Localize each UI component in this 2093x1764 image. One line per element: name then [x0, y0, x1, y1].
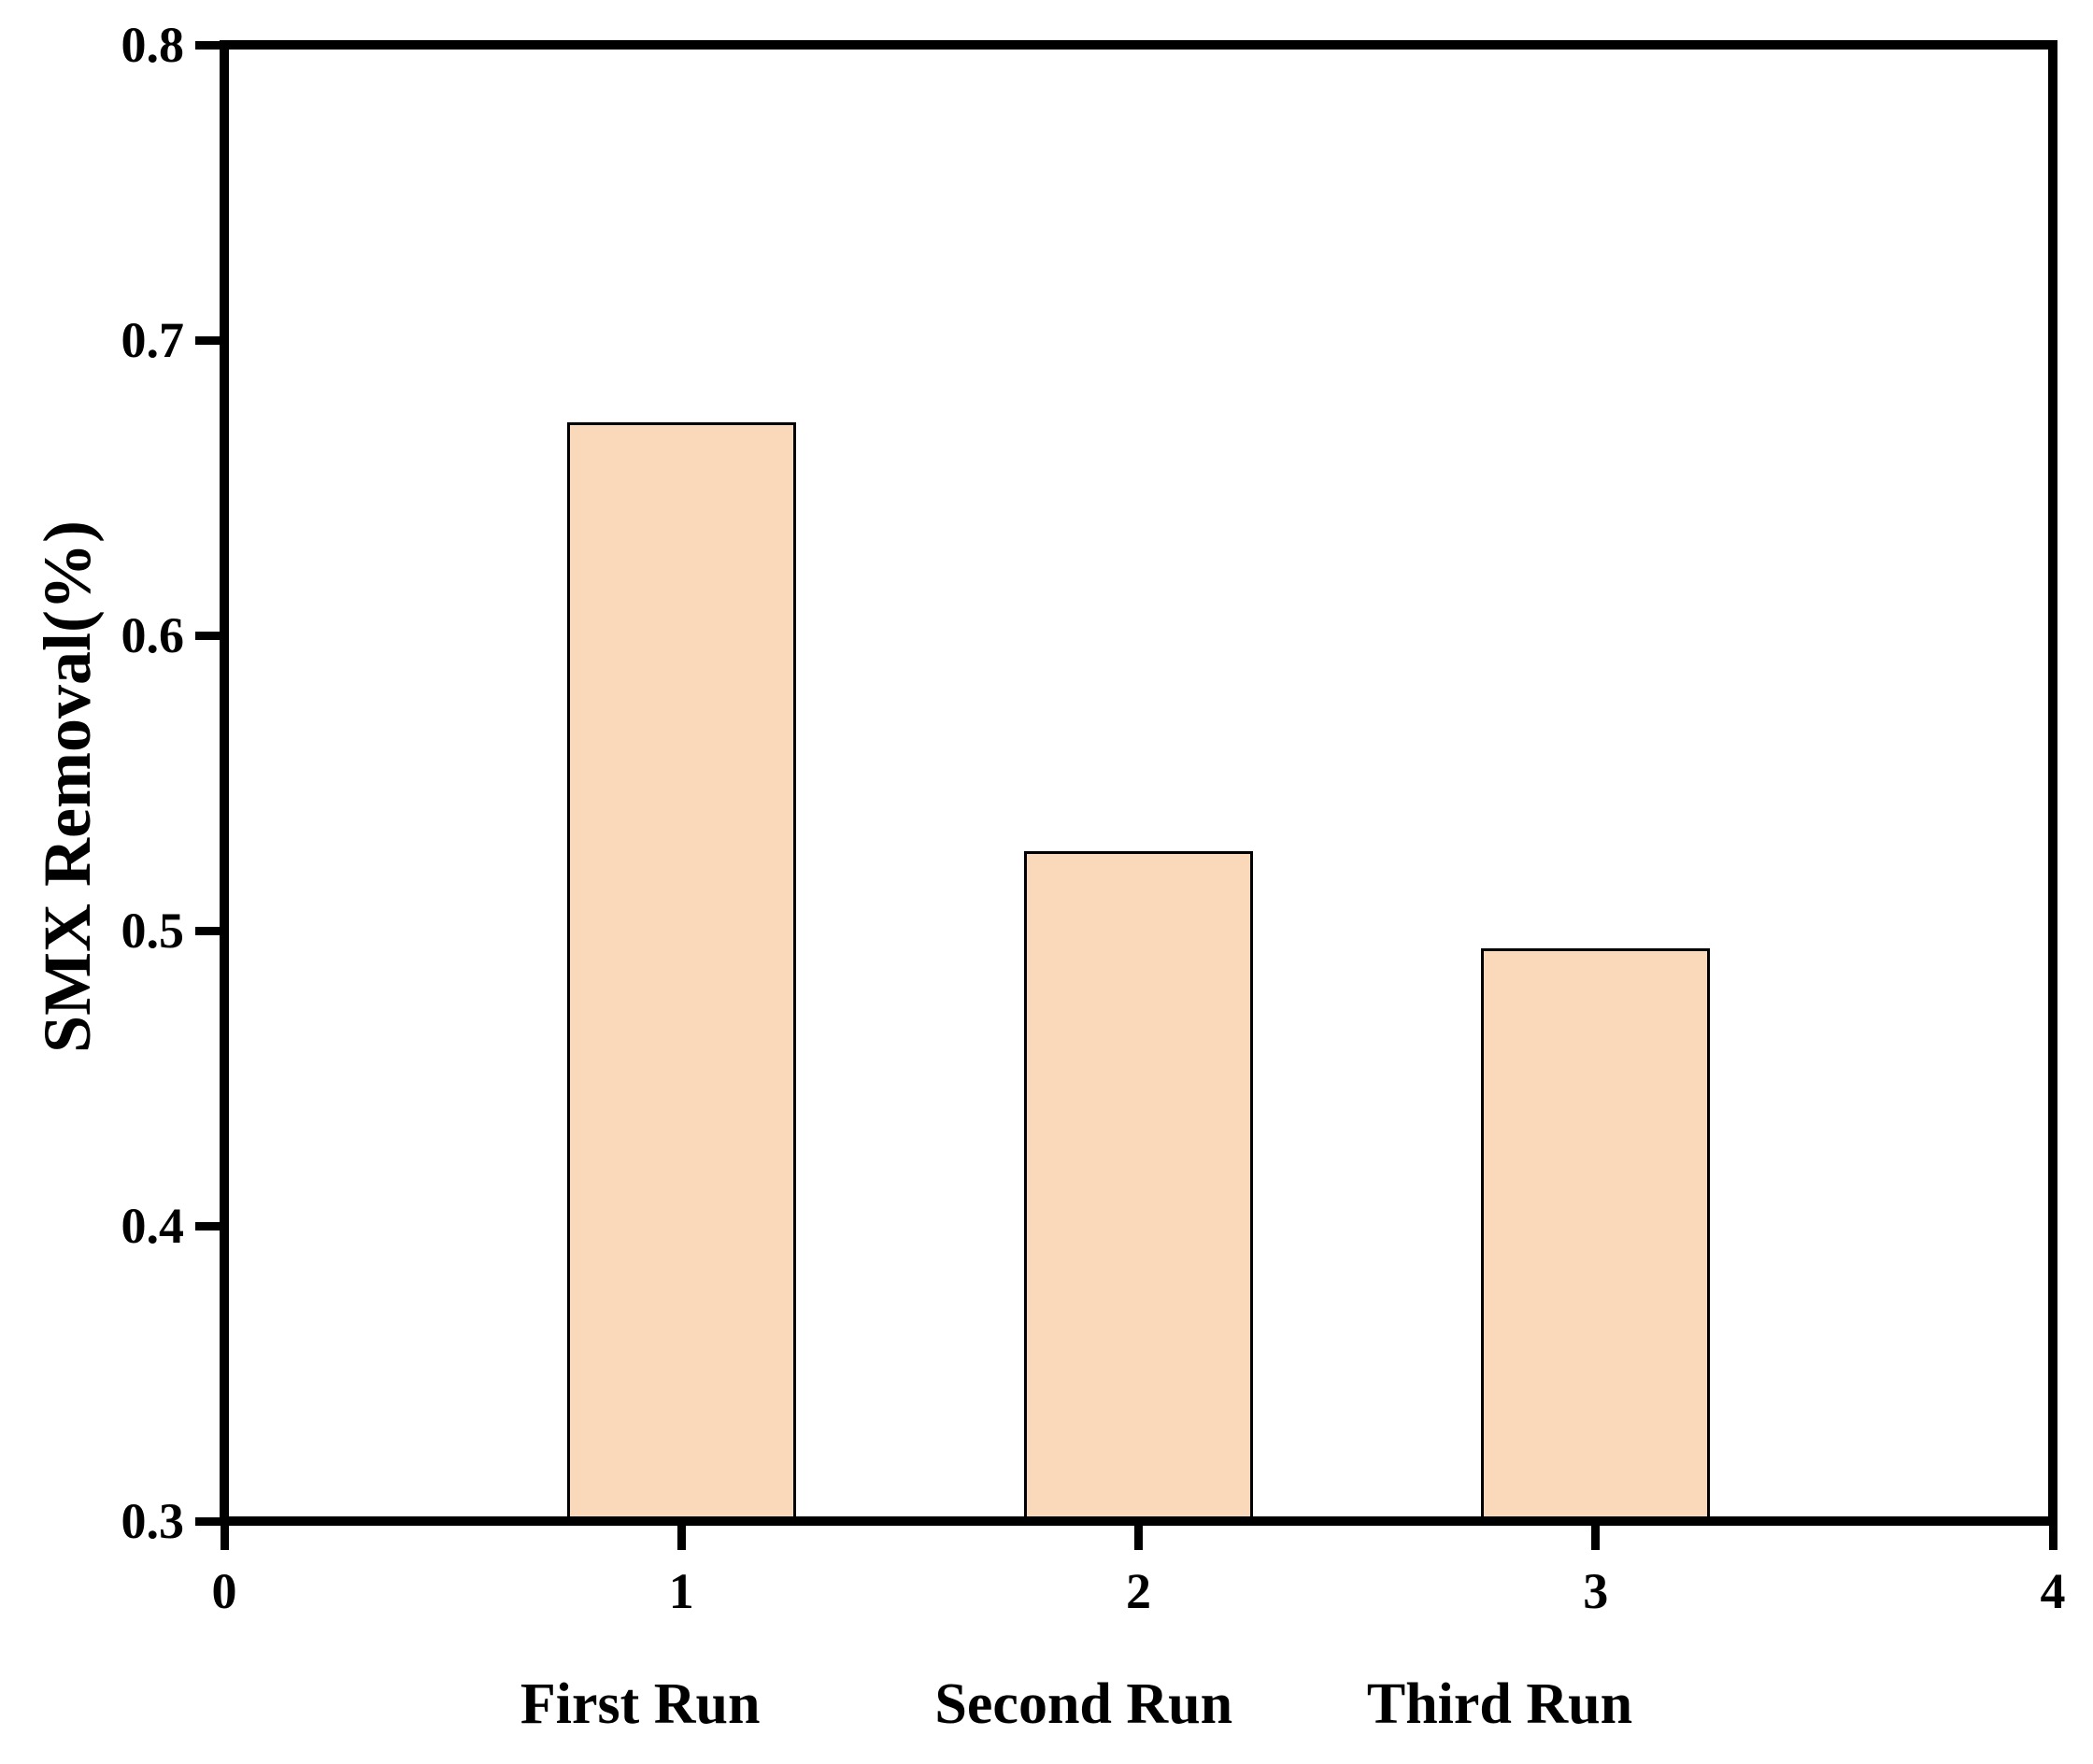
- category-label-1: First Run: [520, 1672, 761, 1736]
- x-tick-label: 0: [211, 1563, 237, 1619]
- x-tick: [1134, 1526, 1143, 1550]
- y-tick: [195, 335, 220, 345]
- y-tick: [195, 631, 220, 640]
- y-tick-label: 0.8: [121, 17, 185, 73]
- y-tick: [195, 40, 220, 50]
- x-tick: [2048, 1526, 2057, 1550]
- category-label-2: Second Run: [934, 1672, 1233, 1736]
- y-tick-label: 0.6: [121, 607, 185, 663]
- bar-1: [566, 422, 796, 1526]
- y-tick-label: 0.4: [121, 1198, 185, 1254]
- bar-2: [1024, 850, 1253, 1526]
- y-tick-label: 0.7: [121, 312, 185, 368]
- y-tick: [195, 926, 220, 935]
- x-tick: [1591, 1526, 1601, 1550]
- x-tick-label: 3: [1583, 1563, 1609, 1619]
- x-tick-label: 1: [668, 1563, 694, 1619]
- y-tick: [195, 1221, 220, 1231]
- y-tick-label: 0.5: [121, 903, 185, 959]
- y-axis-title: SMX Removal(%): [30, 520, 105, 1053]
- x-tick: [676, 1526, 686, 1550]
- x-tick: [220, 1526, 229, 1550]
- y-tick: [195, 1516, 220, 1526]
- y-tick-label: 0.3: [121, 1493, 185, 1549]
- category-label-3: Third Run: [1366, 1672, 1633, 1736]
- x-tick-label: 2: [1126, 1563, 1151, 1619]
- x-tick-label: 4: [2040, 1563, 2066, 1619]
